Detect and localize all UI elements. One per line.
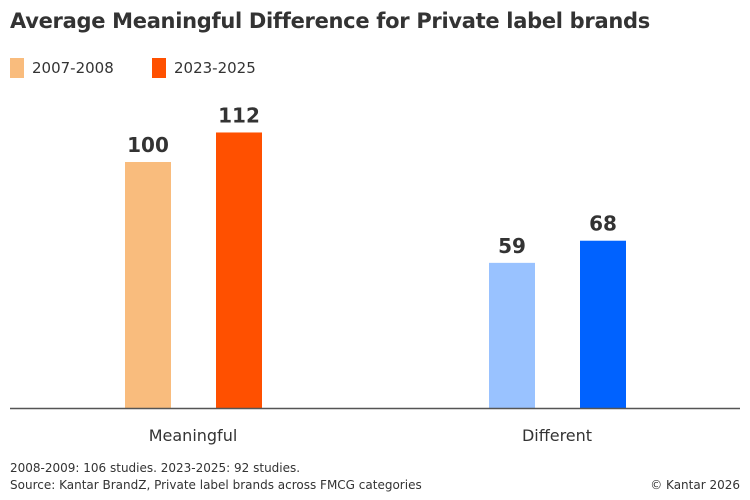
legend-swatch-1 <box>10 58 24 78</box>
bar-different-2007-2008 <box>489 262 535 408</box>
data-label: 68 <box>589 212 617 236</box>
bar-meaningful-2007-2008 <box>125 162 171 408</box>
x-tick-label: Meaningful <box>149 426 238 445</box>
chart-title: Average Meaningful Difference for Privat… <box>10 9 650 33</box>
footnote-source: Source: Kantar BrandZ, Private label bra… <box>10 478 422 492</box>
footnote-studies: 2008-2009: 106 studies. 2023-2025: 92 st… <box>10 461 301 475</box>
data-label: 112 <box>218 103 260 127</box>
legend-label-2: 2023-2025 <box>174 59 256 77</box>
legend-item-1: 2007-2008 <box>10 58 114 78</box>
legend-item-2: 2023-2025 <box>152 58 256 78</box>
legend-swatch-2 <box>152 58 166 78</box>
bar-different-2023-2025 <box>580 240 626 408</box>
x-tick-label: Different <box>522 426 592 445</box>
bar-meaningful-2023-2025 <box>216 132 262 409</box>
data-label: 59 <box>498 234 526 258</box>
copyright: © Kantar 2026 <box>650 478 740 492</box>
data-label: 100 <box>127 133 169 157</box>
legend-label-1: 2007-2008 <box>32 59 114 77</box>
